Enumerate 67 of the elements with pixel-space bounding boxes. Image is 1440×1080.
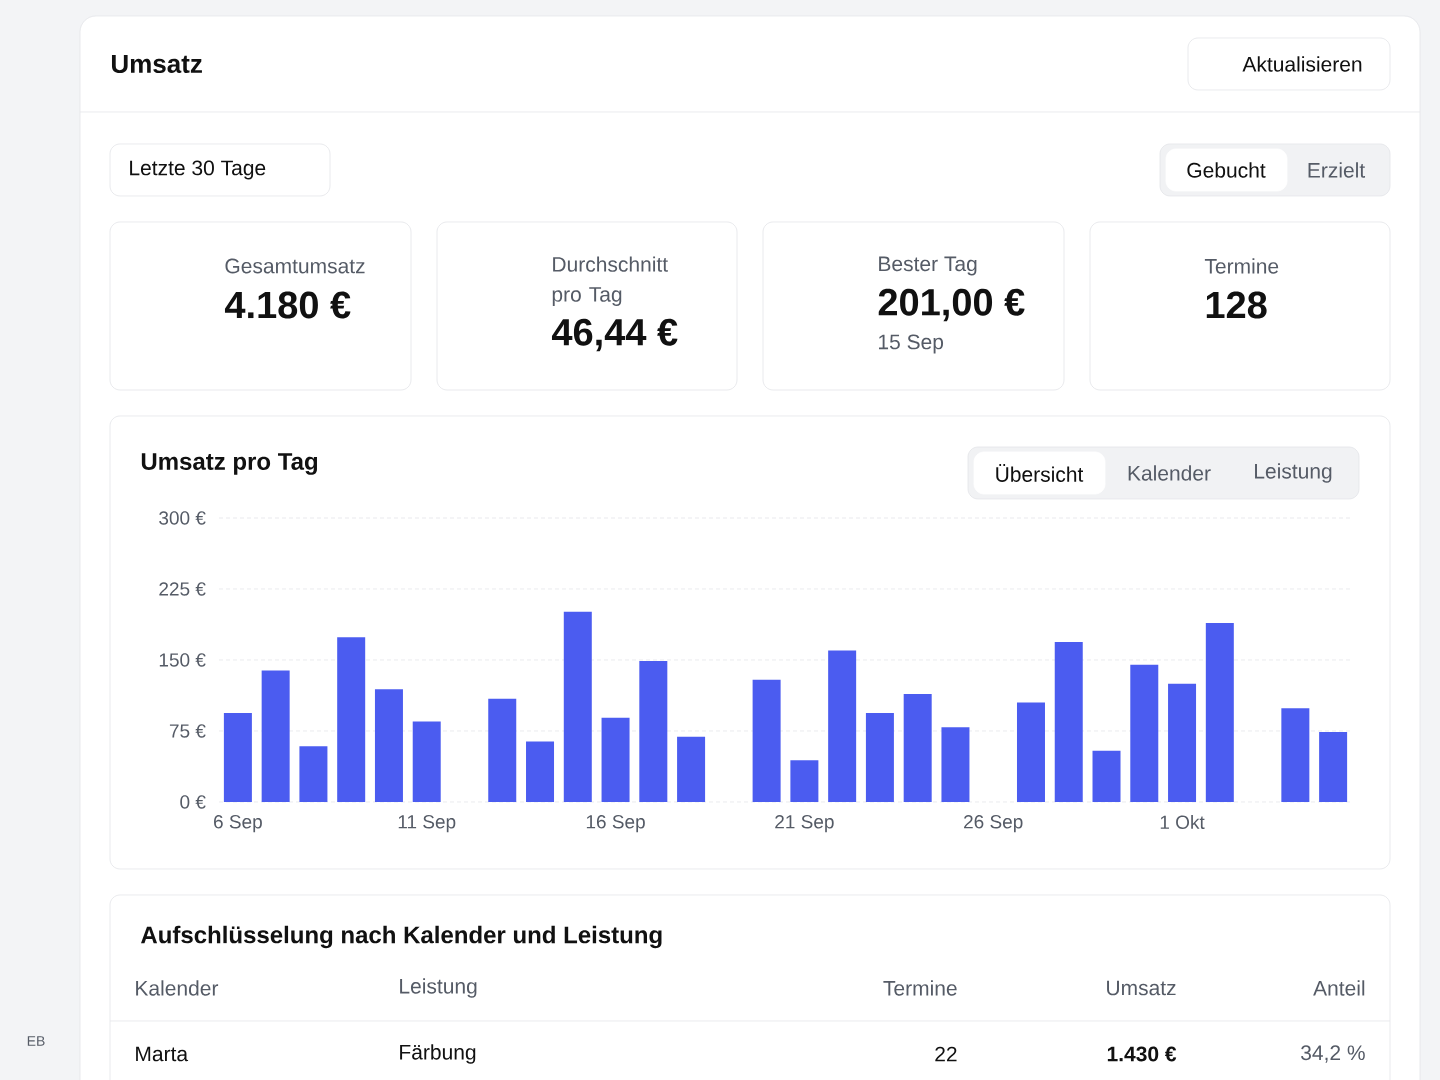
bar <box>261 670 290 802</box>
text: Umsatz <box>1107 980 1176 996</box>
bar <box>1319 731 1348 802</box>
text: Durchschnitt pro Tag <box>552 256 668 306</box>
bar <box>526 741 555 802</box>
bar <box>299 746 328 802</box>
bar <box>412 721 441 802</box>
text: Gebucht <box>1187 162 1266 178</box>
bar <box>223 712 252 802</box>
bar <box>752 679 781 802</box>
bar <box>865 712 894 802</box>
text: Gesamtumsatz <box>225 258 365 274</box>
bar <box>639 660 668 802</box>
bar <box>488 698 517 802</box>
bar <box>563 611 592 802</box>
text: 22 <box>935 1046 957 1062</box>
bar <box>941 727 970 802</box>
y-tick-label: 150 € <box>159 653 206 667</box>
x-tick-label: 26 Sep <box>964 815 1023 833</box>
text: 1.430 € <box>1107 1046 1177 1062</box>
text: Übersicht <box>996 464 1084 482</box>
x-tick-label: 11 Sep <box>398 815 456 833</box>
bar <box>790 760 819 802</box>
bar <box>1092 750 1121 802</box>
text: Umsatz <box>111 54 202 74</box>
text: Leistung <box>400 978 477 998</box>
bar <box>374 689 403 802</box>
bar <box>1281 708 1310 802</box>
bar <box>1130 664 1159 802</box>
y-tick-label: 0 € <box>180 795 206 809</box>
text: 46,44 € <box>551 318 678 352</box>
y-tick-label: 225 € <box>159 582 206 596</box>
text: 34,2 % <box>1301 1045 1365 1063</box>
x-tick-label: 1 Okt <box>1160 815 1205 829</box>
bar <box>903 694 932 802</box>
text: Anteil <box>1313 980 1365 996</box>
y-tick-label: 300 € <box>159 511 206 525</box>
text: Termine <box>1204 258 1279 274</box>
bar <box>828 650 857 802</box>
text: EB <box>27 1036 45 1046</box>
text: 4.180 € <box>224 291 351 319</box>
x-tick-label: 6 Sep <box>214 815 262 833</box>
chart-title: Umsatz pro Tag <box>141 453 318 475</box>
y-tick-label: 75 € <box>169 724 206 738</box>
text: 201,00 € <box>878 288 1025 322</box>
bar <box>601 717 630 802</box>
bar <box>677 736 706 802</box>
text: Kalender <box>1128 465 1211 481</box>
x-tick-label: 16 Sep <box>586 815 645 833</box>
text: Aufschlüsselung nach Kalender und Leistung <box>141 925 662 949</box>
text: Kalender <box>136 980 219 996</box>
text: Bester Tag <box>879 256 977 276</box>
bar <box>1205 623 1234 802</box>
bar <box>1168 683 1197 802</box>
text: Leistung <box>1255 463 1332 483</box>
text: 128 <box>1206 291 1267 319</box>
text: Letzte 30 Tage <box>130 160 266 180</box>
bar <box>1054 641 1083 802</box>
text: Erzielt <box>1308 162 1366 178</box>
bar <box>337 637 366 802</box>
text: Marta <box>136 1046 189 1062</box>
text: Termine <box>883 980 957 996</box>
bar <box>1016 702 1045 802</box>
text: Färbung <box>400 1044 476 1064</box>
text: 15 Sep <box>879 334 944 354</box>
x-tick-label: 21 Sep <box>775 815 834 833</box>
text: Aktualisieren <box>1242 56 1362 72</box>
